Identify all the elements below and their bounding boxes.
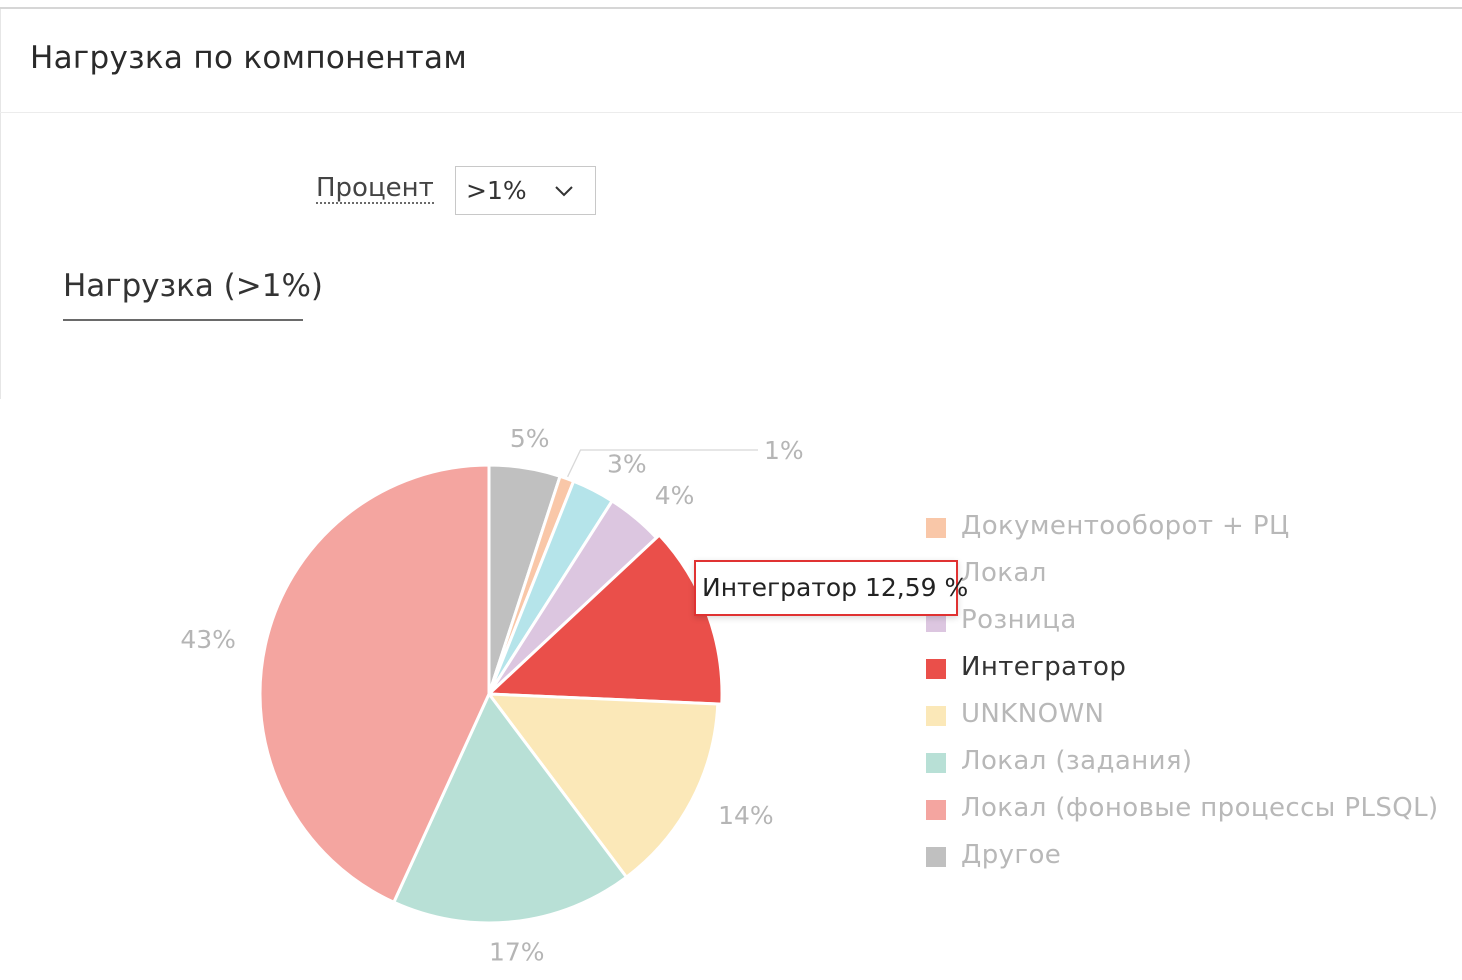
legend-label: Интегратор: [961, 652, 1127, 682]
legend-label: Локал (задания): [961, 746, 1193, 776]
legend-item[interactable]: Документооборот + РЦ: [926, 508, 1426, 548]
legend-label: Локал: [961, 558, 1047, 588]
legend-label: Розница: [961, 605, 1077, 635]
legend-label: Другое: [961, 840, 1062, 870]
legend-item[interactable]: Интегратор: [926, 649, 1426, 689]
pie-slice-label: 3%: [607, 450, 647, 479]
legend-item[interactable]: Локал: [926, 555, 1426, 595]
legend-swatch: [926, 706, 946, 726]
legend-swatch: [926, 800, 946, 820]
legend-item[interactable]: Локал (задания): [926, 743, 1426, 783]
legend-item[interactable]: UNKNOWN: [926, 696, 1426, 736]
chart-tab-load[interactable]: Нагрузка (>1%): [63, 268, 324, 304]
top-border: [0, 7, 1462, 9]
legend-item[interactable]: Другое: [926, 837, 1426, 877]
left-border: [0, 9, 1, 399]
page-title: Нагрузка по компонентам: [30, 40, 468, 76]
tooltip-series: Интегратор: [702, 573, 858, 602]
pie-slice-label: 14%: [718, 801, 774, 830]
legend-swatch: [926, 847, 946, 867]
percent-filter-value: >1%: [466, 176, 527, 205]
pie-slice-label: 4%: [655, 481, 695, 510]
legend-swatch: [926, 612, 946, 632]
legend-label: Документооборот + РЦ: [961, 511, 1290, 541]
legend-swatch: [926, 518, 946, 538]
legend-swatch: [926, 659, 946, 679]
pie-slice[interactable]: [258, 463, 491, 905]
legend-swatch: [926, 753, 946, 773]
label-leader-line: [567, 449, 758, 478]
percent-filter-label: Процент: [316, 173, 434, 204]
chevron-down-icon: [555, 186, 573, 197]
tooltip-value: 12,59 %: [865, 573, 969, 602]
pie-slice[interactable]: [391, 691, 629, 925]
legend-item[interactable]: Розница: [926, 602, 1426, 642]
chart-tab-underline: [63, 319, 303, 321]
legend-label: Локал (фоновые процессы PLSQL): [961, 793, 1439, 823]
header-divider: [0, 112, 1462, 113]
pie-slice-label: 1%: [764, 436, 804, 465]
chart-tooltip: Интегратор 12,59 %: [694, 560, 968, 616]
pie-slice-label: 43%: [180, 625, 236, 654]
percent-filter-select[interactable]: >1%: [455, 166, 596, 215]
pie-slice-label: 17%: [489, 938, 545, 967]
pie-slice[interactable]: [485, 692, 720, 880]
legend-label: UNKNOWN: [961, 699, 1105, 729]
legend-item[interactable]: Локал (фоновые процессы PLSQL): [926, 790, 1438, 830]
pie-slice-label: 5%: [510, 424, 550, 453]
